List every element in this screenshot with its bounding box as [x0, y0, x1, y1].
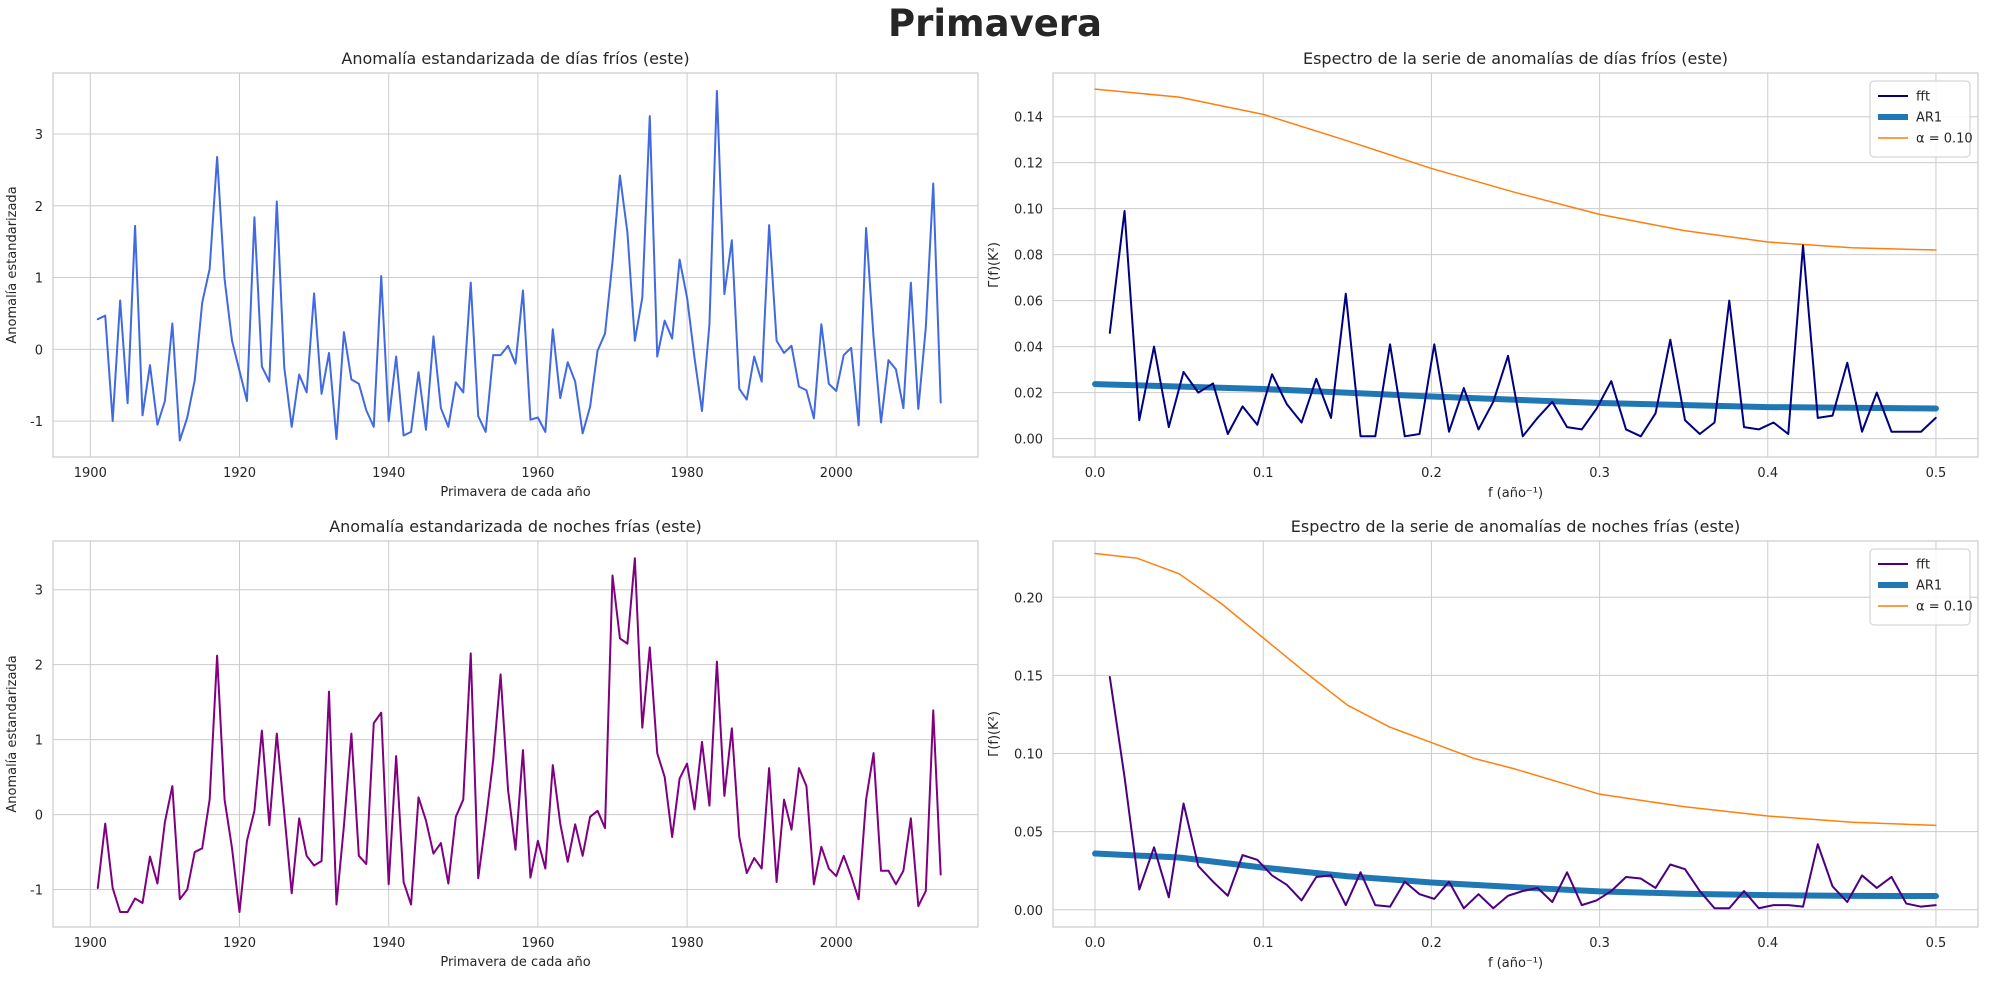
legend-alpha-label: α = 0.10 [1916, 132, 1973, 147]
y-tick-label: -1 [30, 415, 43, 430]
x-tick-label: 0.5 [1926, 466, 1947, 481]
y-tick-label: 0.05 [1014, 826, 1043, 841]
x-tick-label: 1900 [74, 466, 107, 481]
x-tick-label: 0.1 [1253, 936, 1274, 951]
panel-title: Espectro de la serie de anomalías de día… [1303, 49, 1728, 68]
legend: fft AR1 α = 0.10 [1869, 80, 1973, 158]
x-tick-label: 0.1 [1253, 466, 1274, 481]
x-tick-label: 1940 [372, 466, 405, 481]
panel-title: Anomalía estandarizada de días fríos (es… [341, 49, 689, 68]
y-tick-label: 0.20 [1014, 591, 1043, 606]
x-tick-label: 0.3 [1589, 466, 1610, 481]
plot-frame [52, 72, 979, 458]
x-tick-label: 1960 [521, 466, 554, 481]
y-tick-label: -1 [30, 884, 43, 899]
ar1-line [1092, 850, 1939, 900]
y-tick-label: 0.15 [1014, 669, 1043, 684]
y-tick-label: 0.14 [1014, 111, 1043, 126]
legend-ar1-label: AR1 [1916, 111, 1942, 126]
y-tick-label: 1 [35, 272, 43, 287]
y-axis-label: Γ(f)(K²) [987, 242, 1002, 288]
alpha-threshold-line [1094, 552, 1937, 827]
y-tick-label: 0.12 [1014, 157, 1043, 172]
y-tick-label: 0.10 [1014, 748, 1043, 763]
x-tick-label: 1920 [223, 936, 256, 951]
x-tick-label: 1980 [671, 936, 704, 951]
figure-title: Primavera [888, 2, 1102, 45]
y-tick-label: 3 [35, 128, 43, 143]
x-axis-label: Primavera de cada año [440, 955, 590, 970]
y-tick-label: 1 [35, 734, 43, 749]
legend-ar1-label: AR1 [1916, 579, 1942, 594]
anomaly-series-line [96, 557, 942, 914]
anomaly-series-line [96, 89, 942, 442]
x-tick-label: 0.2 [1421, 936, 1442, 951]
x-tick-label: 0.0 [1085, 466, 1106, 481]
y-tick-label: 0.00 [1014, 433, 1043, 448]
x-axis-label: Primavera de cada año [440, 485, 590, 500]
panel-title: Espectro de la serie de anomalías de noc… [1291, 517, 1740, 536]
x-tick-label: 1960 [521, 936, 554, 951]
x-tick-label: 0.2 [1421, 466, 1442, 481]
y-tick-label: 0.00 [1014, 904, 1043, 919]
panel-title: Anomalía estandarizada de noches frías (… [329, 517, 702, 536]
legend-fft-label: fft [1916, 558, 1930, 573]
legend-fft-label: fft [1916, 90, 1930, 105]
x-tick-label: 1900 [74, 936, 107, 951]
alpha-threshold-line [1094, 88, 1937, 251]
legend-alpha-label: α = 0.10 [1916, 600, 1973, 615]
x-tick-label: 2000 [820, 466, 853, 481]
chart-panel-2: 1900 1920 1940 1960 1980 2000 -1 0 1 2 3 Anomalía e… [5, 517, 979, 970]
y-axis-label: Γ(f)(K²) [987, 711, 1002, 757]
x-tick-label: 1940 [372, 936, 405, 951]
x-tick-label: 0.3 [1589, 936, 1610, 951]
chart-panel-1: 0.0 0.1 0.2 0.3 0.4 0.5 0.00 0.02 0.04 0.06 0.08 0.… [987, 49, 1979, 501]
y-tick-label: 0.02 [1014, 387, 1043, 402]
x-axis-label: f (año⁻¹) [1488, 956, 1543, 971]
legend: fft AR1 α = 0.10 [1869, 548, 1973, 626]
y-axis-label: Anomalía estandarizada [5, 655, 20, 812]
y-tick-label: 3 [35, 584, 43, 599]
chart-panel-3: 0.0 0.1 0.2 0.3 0.4 0.5 0.00 0.05 0.10 0.15 0.20 Es… [987, 517, 1979, 971]
x-tick-label: 0.5 [1926, 936, 1947, 951]
y-tick-label: 0 [35, 343, 43, 358]
x-tick-label: 0.4 [1757, 936, 1778, 951]
chart-panel-0: 1900 1920 1940 1960 1980 2000 -1 0 1 2 3 Anomalía e… [5, 49, 979, 500]
fft-line [1108, 209, 1937, 438]
y-tick-label: 2 [35, 659, 43, 674]
plot-frame [1052, 72, 1979, 458]
y-tick-label: 2 [35, 200, 43, 215]
x-tick-label: 0.4 [1757, 466, 1778, 481]
y-tick-label: 0 [35, 809, 43, 824]
y-tick-label: 0.08 [1014, 249, 1043, 264]
fft-line [1108, 675, 1937, 910]
x-tick-label: 0.0 [1085, 936, 1106, 951]
y-tick-label: 0.06 [1014, 295, 1043, 310]
y-tick-label: 0.10 [1014, 203, 1043, 218]
plot-frame [52, 540, 979, 928]
plot-frame [1052, 540, 1979, 928]
x-tick-label: 2000 [820, 936, 853, 951]
x-tick-label: 1920 [223, 466, 256, 481]
y-tick-label: 0.04 [1014, 341, 1043, 356]
x-tick-label: 1980 [671, 466, 704, 481]
y-axis-label: Anomalía estandarizada [5, 186, 20, 343]
x-axis-label: f (año⁻¹) [1488, 486, 1543, 501]
